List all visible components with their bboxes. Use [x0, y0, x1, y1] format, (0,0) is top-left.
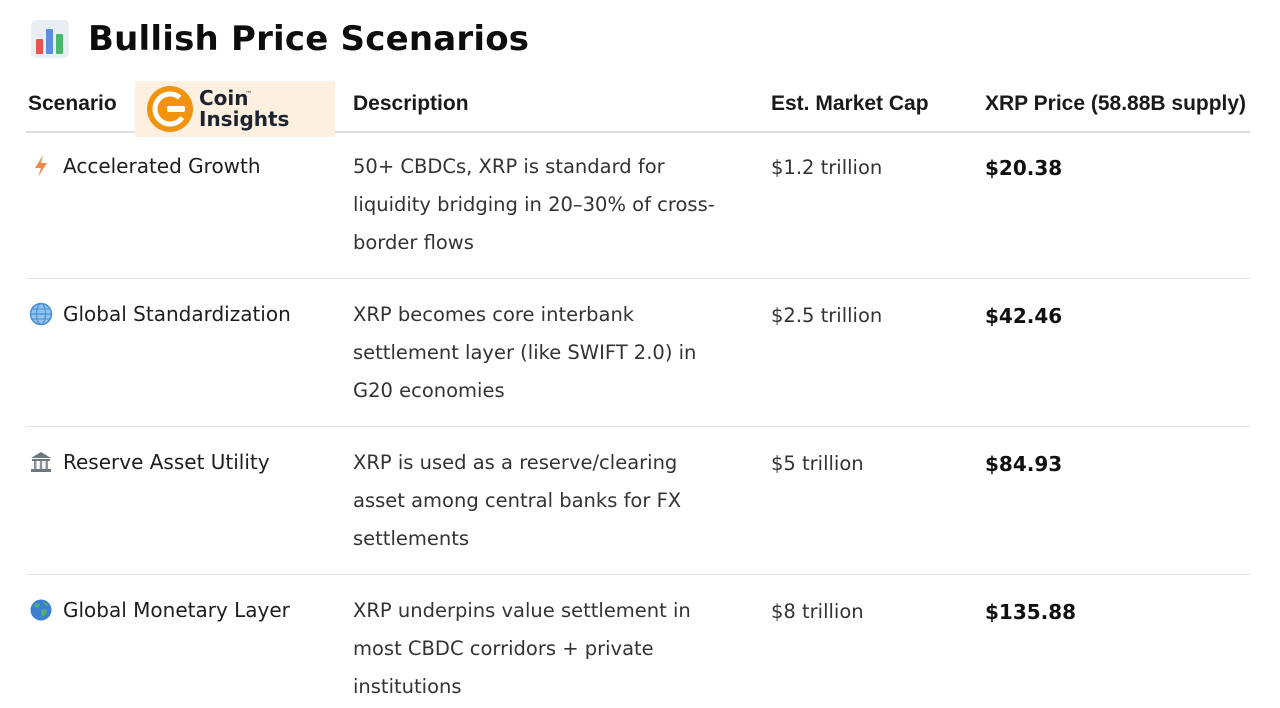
- coin-insights-logo-icon: [147, 86, 193, 132]
- scenario-description: XRP becomes core interbank settlement la…: [353, 303, 697, 402]
- scenario-name: Global Monetary Layer: [63, 598, 290, 622]
- coin-insights-watermark: Coin Insights ™: [135, 81, 335, 137]
- scenario-name: Global Standardization: [63, 302, 291, 326]
- column-header-scenario: Scenario: [28, 92, 117, 115]
- xrp-price-value: $84.93: [985, 452, 1063, 476]
- xrp-price-value: $20.38: [985, 156, 1063, 180]
- scenario-cell: Reserve Asset Utility: [28, 450, 270, 474]
- bar-chart-icon: [31, 20, 69, 58]
- page-header: Bullish Price Scenarios: [30, 14, 529, 64]
- column-header-market-cap: Est. Market Cap: [771, 92, 929, 115]
- market-cap-value: $2.5 trillion: [771, 304, 883, 327]
- row-divider: [26, 278, 1250, 279]
- scenario-description: XRP underpins value settlement in most C…: [353, 599, 691, 698]
- scenario-description: 50+ CBDCs, XRP is standard for liquidity…: [353, 155, 715, 254]
- xrp-price-value: $135.88: [985, 600, 1077, 624]
- header-divider: [26, 131, 1250, 133]
- scenario-name: Accelerated Growth: [63, 154, 261, 178]
- logo-trademark: ™: [245, 90, 252, 98]
- scenario-cell: Accelerated Growth: [28, 154, 261, 178]
- logo-word-insights: Insights: [199, 107, 290, 131]
- bank-icon: [28, 450, 54, 474]
- page-title: Bullish Price Scenarios: [88, 19, 530, 59]
- scenario-cell: Global Standardization: [28, 302, 291, 326]
- earth-globe-icon: [28, 598, 54, 622]
- column-header-description: Description: [353, 92, 469, 115]
- globe-meridians-icon: [28, 302, 54, 326]
- row-divider: [26, 574, 1250, 575]
- scenario-description: XRP is used as a reserve/clearing asset …: [353, 451, 682, 550]
- market-cap-value: $5 trillion: [771, 452, 864, 475]
- scenario-name: Reserve Asset Utility: [63, 450, 270, 474]
- coin-insights-wordmark: Coin Insights ™: [199, 88, 289, 130]
- logo-word-coin: Coin: [199, 86, 249, 110]
- column-header-price: XRP Price (58.88B supply): [985, 92, 1247, 115]
- market-cap-value: $1.2 trillion: [771, 156, 883, 179]
- lightning-icon: [28, 154, 54, 178]
- scenario-cell: Global Monetary Layer: [28, 598, 290, 622]
- xrp-price-value: $42.46: [985, 304, 1063, 328]
- market-cap-value: $8 trillion: [771, 600, 864, 623]
- row-divider: [26, 426, 1250, 427]
